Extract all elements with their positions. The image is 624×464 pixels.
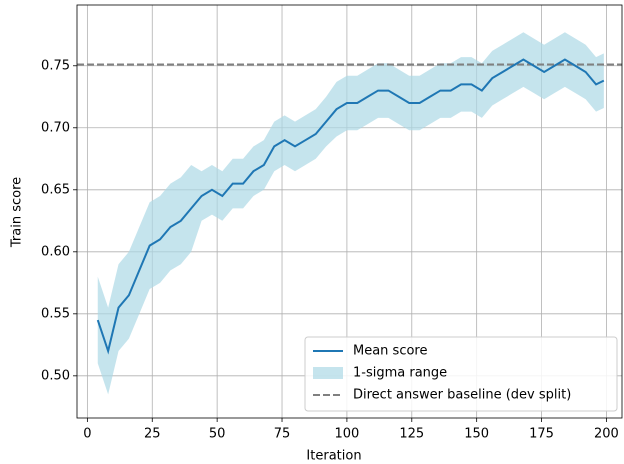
x-axis-label: Iteration <box>306 449 361 464</box>
y-tick-label: 0.60 <box>41 244 70 259</box>
legend-label: Direct answer baseline (dev split) <box>353 388 571 403</box>
x-tick-label: 175 <box>529 427 554 442</box>
x-tick-label: 100 <box>334 427 359 442</box>
x-tick-label: 75 <box>274 427 291 442</box>
legend-swatch <box>313 367 343 379</box>
legend-label: Mean score <box>353 344 427 359</box>
legend: Mean score 1-sigma range Direct answer bas… <box>304 336 618 412</box>
y-tick-label: 0.75 <box>41 58 70 73</box>
y-tick-label: 0.70 <box>41 120 70 135</box>
sigma-band <box>97 32 604 395</box>
x-tick-label: 125 <box>399 427 424 442</box>
mean-line <box>96 58 605 355</box>
x-tick-label: 25 <box>144 427 161 442</box>
x-tick-label: 150 <box>464 427 489 442</box>
legend-box <box>304 336 618 412</box>
x-tick-label: 50 <box>209 427 226 442</box>
plot-frame <box>76 4 623 419</box>
legend-label: 1-sigma range <box>353 366 447 381</box>
y-tick-label: 0.55 <box>41 306 70 321</box>
x-tick-label: 200 <box>594 427 619 442</box>
y-tick-label: 0.65 <box>41 182 70 197</box>
y-axis-label: Train score <box>10 177 25 248</box>
y-tick-label: 0.50 <box>41 368 70 383</box>
x-tick-label: 0 <box>83 427 91 442</box>
